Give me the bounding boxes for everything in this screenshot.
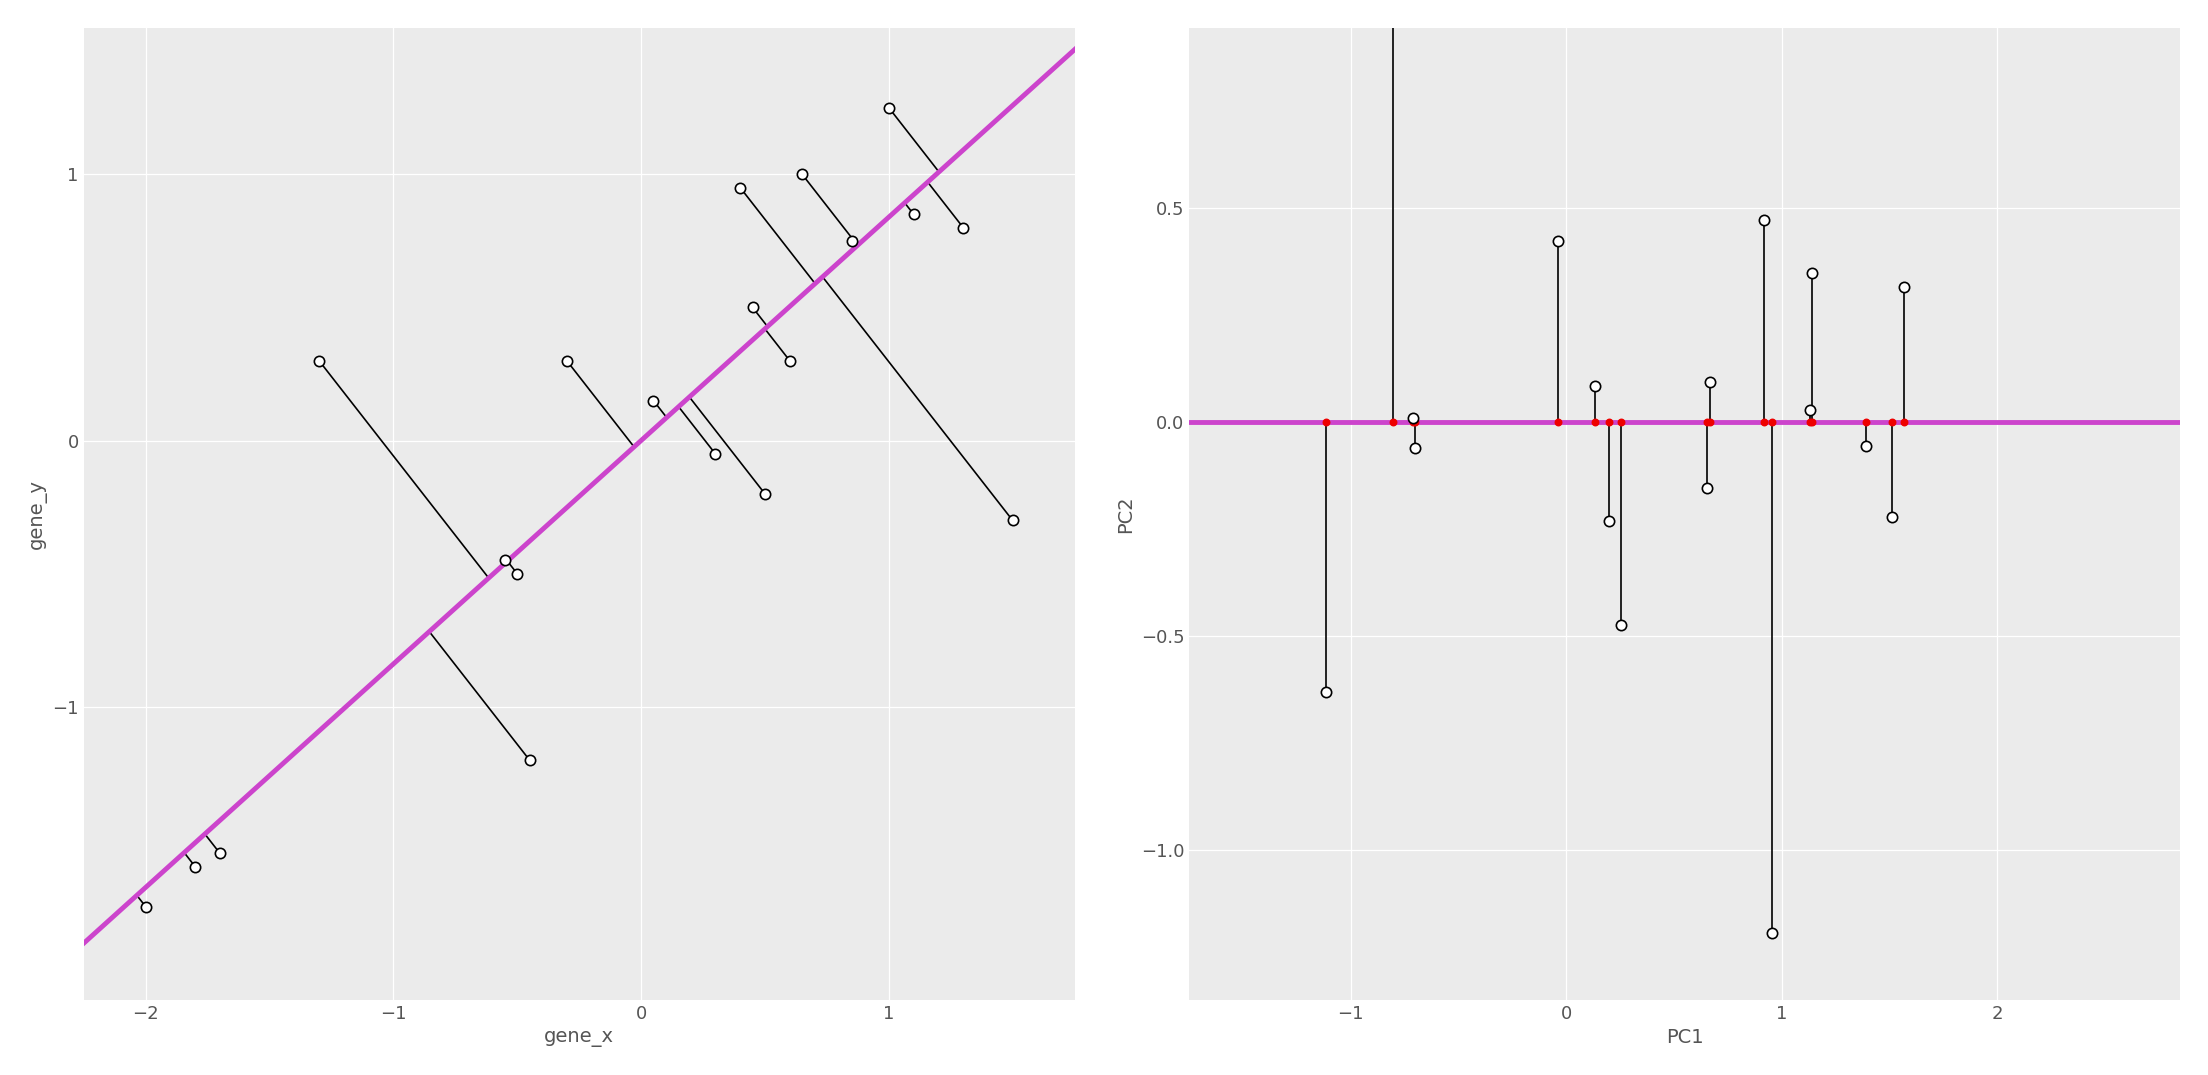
Point [1398, 413, 1433, 430]
Point [784, 166, 819, 183]
Point [1376, 413, 1411, 430]
Point [1848, 413, 1883, 430]
Point [203, 845, 238, 862]
Point [835, 232, 870, 249]
Point [1053, 413, 1089, 430]
Point [1793, 413, 1828, 430]
Point [1603, 616, 1638, 633]
Point [488, 551, 523, 569]
Y-axis label: gene_y: gene_y [29, 478, 46, 549]
Point [1755, 413, 1791, 430]
Point [773, 353, 808, 370]
Point [1795, 413, 1830, 430]
Point [636, 392, 671, 410]
Point [1689, 413, 1724, 430]
Point [1592, 413, 1627, 430]
Point [735, 299, 771, 316]
Point [722, 178, 757, 196]
Point [1031, 413, 1066, 430]
Point [896, 205, 932, 223]
Point [1307, 413, 1342, 430]
Point [1691, 373, 1727, 390]
Point [499, 565, 534, 583]
Point [698, 445, 733, 462]
Point [872, 99, 907, 116]
Point [1793, 401, 1828, 418]
Point [1886, 278, 1921, 296]
Point [1691, 413, 1727, 430]
Point [1875, 508, 1910, 526]
X-axis label: PC1: PC1 [1667, 1028, 1705, 1047]
Point [1848, 438, 1883, 455]
Point [996, 512, 1031, 529]
Point [1875, 413, 1910, 430]
X-axis label: gene_x: gene_x [543, 1028, 614, 1047]
Point [300, 353, 336, 370]
Point [1689, 479, 1724, 497]
Point [1053, 454, 1089, 471]
Point [945, 219, 980, 236]
Y-axis label: PC2: PC2 [1117, 494, 1135, 532]
Point [1395, 410, 1431, 427]
Point [1579, 413, 1614, 430]
Point [1747, 212, 1782, 229]
Point [1307, 683, 1342, 700]
Point [1755, 924, 1791, 942]
Point [1395, 413, 1431, 430]
Point [177, 858, 212, 875]
Point [512, 751, 548, 769]
Point [1579, 377, 1614, 395]
Point [1747, 413, 1782, 430]
Point [746, 485, 782, 502]
Point [976, 413, 1011, 430]
Point [976, 436, 1011, 454]
Point [128, 898, 163, 915]
Point [550, 353, 585, 370]
Point [1541, 232, 1577, 249]
Point [1398, 440, 1433, 457]
Point [1592, 512, 1627, 529]
Point [1886, 413, 1921, 430]
Point [1603, 413, 1638, 430]
Point [1031, 443, 1066, 460]
Point [1541, 413, 1577, 430]
Point [1795, 264, 1830, 282]
